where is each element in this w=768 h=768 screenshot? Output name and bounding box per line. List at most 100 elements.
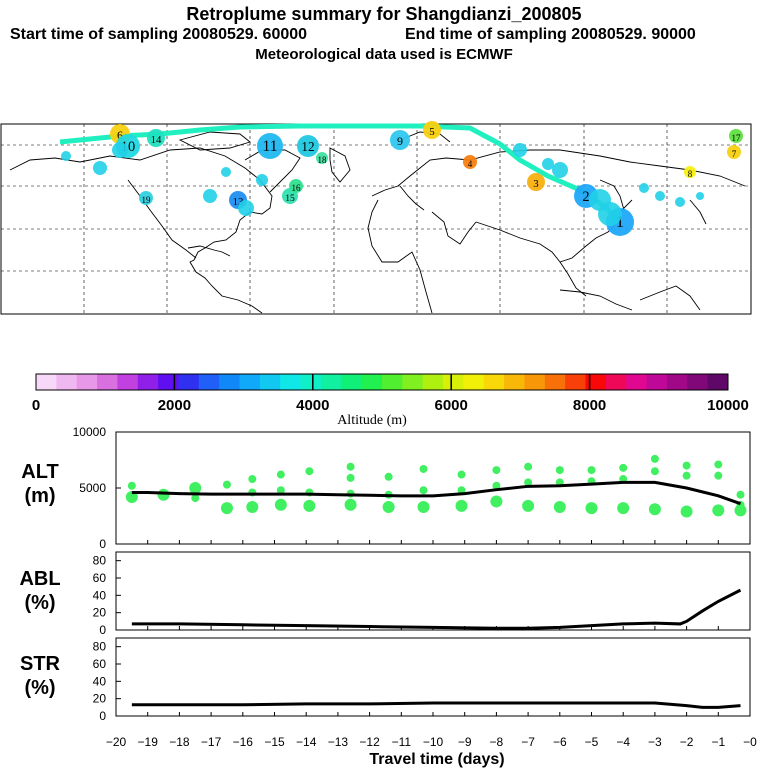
- plume-dot: [696, 192, 704, 200]
- colorbar-cell: [320, 374, 342, 390]
- colorbar-cell: [341, 374, 363, 390]
- plume-cluster-3: [527, 173, 545, 191]
- colorbar-cell: [117, 374, 139, 390]
- alt-cluster-mark: [524, 478, 533, 487]
- plume-dot: [238, 200, 254, 216]
- plume-dot: [552, 162, 568, 178]
- alt-cluster-mark: [714, 471, 723, 480]
- alt-cluster-mark: [346, 462, 355, 471]
- colorbar-cell: [646, 374, 668, 390]
- alt-cluster-mark: [344, 498, 357, 511]
- alt-cluster-mark: [274, 498, 287, 511]
- alt-panel-label: ALT: [21, 461, 58, 483]
- plume-cluster-label: 12: [301, 139, 314, 154]
- abl-panel-frame: [115, 551, 751, 631]
- x-tick-label: −2: [680, 735, 694, 749]
- colorbar-tick-label: 4000: [296, 397, 329, 414]
- alt-cluster-mark: [303, 499, 316, 512]
- plume-cluster-8: [684, 166, 696, 178]
- abl-panel-label: (%): [24, 592, 55, 614]
- plume-cluster-17: [729, 129, 743, 143]
- plume-cluster-label: 7: [732, 149, 737, 159]
- plume-cluster-label: 4: [468, 159, 473, 169]
- colorbar-tick-label: 2000: [158, 397, 191, 414]
- colorbar-frame: [35, 373, 729, 391]
- plume-cluster-label: 13: [233, 196, 244, 208]
- plume-cluster-label: 18: [318, 155, 328, 165]
- alt-cluster-mark: [305, 467, 314, 476]
- alt-cluster-mark: [384, 472, 393, 481]
- plume-cluster-label: 1: [616, 212, 624, 231]
- plume-cluster-11: [257, 133, 283, 159]
- plume-path: [59, 123, 622, 224]
- plume-dot: [542, 158, 554, 170]
- met-data-note: Meteorological data used is ECMWF: [255, 46, 513, 63]
- x-tick-label: −14: [296, 735, 317, 749]
- plume-dot: [93, 161, 107, 175]
- str-panel-label: STR: [20, 653, 61, 675]
- plume-cluster-7: [727, 145, 741, 159]
- abl-y-tick-label: 80: [93, 554, 107, 568]
- colorbar-cell: [524, 374, 546, 390]
- colorbar-cell: [687, 374, 709, 390]
- plume-cluster-label: 14: [151, 134, 162, 146]
- plume-dot: [221, 167, 231, 177]
- plume-dot: [655, 191, 665, 201]
- plume-dot: [513, 143, 527, 157]
- x-tick-label: −6: [553, 735, 567, 749]
- alt-cluster-mark: [648, 503, 661, 516]
- colorbar-cell: [137, 374, 159, 390]
- plume-dot: [675, 197, 685, 207]
- x-tick-label: −7: [521, 735, 535, 749]
- plume-cluster-5: [423, 121, 441, 139]
- colorbar-cell: [36, 374, 57, 390]
- x-tick-label: −5: [585, 735, 599, 749]
- alt-cluster-mark: [680, 505, 693, 518]
- str-y-tick-label: 0: [99, 709, 106, 723]
- end-sampling: End time of sampling 20080529. 90000: [405, 26, 696, 43]
- alt-cluster-mark: [346, 473, 355, 482]
- colorbar-cell: [483, 374, 505, 390]
- x-tick-label: −0: [743, 735, 757, 749]
- alt-cluster-mark: [522, 499, 535, 512]
- alt-cluster-mark: [490, 495, 503, 508]
- plume-cluster-label: 9: [397, 134, 403, 148]
- colorbar-cell: [585, 374, 607, 390]
- colorbar: 0 2000 4000 6000 8000 10000 Altitude (m): [32, 373, 749, 428]
- plume-cluster-label: 6: [117, 128, 123, 142]
- x-tick-label: −9: [458, 735, 472, 749]
- alt-cluster-mark: [127, 481, 136, 490]
- x-tick-label: −19: [138, 735, 159, 749]
- colorbar-cell: [158, 374, 179, 390]
- plume-cluster-label: 5: [429, 126, 434, 138]
- alt-cluster-mark: [419, 464, 428, 473]
- colorbar-cell: [443, 374, 464, 390]
- alt-cluster-mark: [248, 475, 257, 484]
- alt-panel-label: (m): [24, 485, 55, 507]
- colorbar-cell: [565, 374, 587, 390]
- colorbar-tick-label: 8000: [573, 397, 606, 414]
- x-tick-label: −3: [648, 735, 662, 749]
- x-tick-label: −17: [201, 735, 222, 749]
- alt-cluster-mark: [382, 501, 395, 514]
- alt-y-tick-label: 5000: [79, 481, 106, 495]
- plume-cluster-12: [297, 135, 319, 157]
- str-y-tick-label: 80: [93, 640, 107, 654]
- colorbar-cell: [605, 374, 627, 390]
- colorbar-cell: [300, 374, 322, 390]
- colorbar-cell: [626, 374, 648, 390]
- plume-cluster-16: [289, 179, 303, 193]
- alt-cluster-mark: [736, 490, 745, 499]
- colorbar-cell: [259, 374, 281, 390]
- alt-cluster-mark: [682, 461, 691, 470]
- x-tick-label: −12: [359, 735, 380, 749]
- plume-cluster-14: [147, 129, 165, 147]
- plume-cluster-label: 19: [142, 195, 152, 205]
- colorbar-cell: [463, 374, 485, 390]
- colorbar-cell: [422, 374, 444, 390]
- x-tick-label: −11: [392, 735, 412, 749]
- x-tick-label: −20: [106, 735, 127, 749]
- colorbar-cell: [544, 374, 566, 390]
- str-series-line: [131, 701, 741, 709]
